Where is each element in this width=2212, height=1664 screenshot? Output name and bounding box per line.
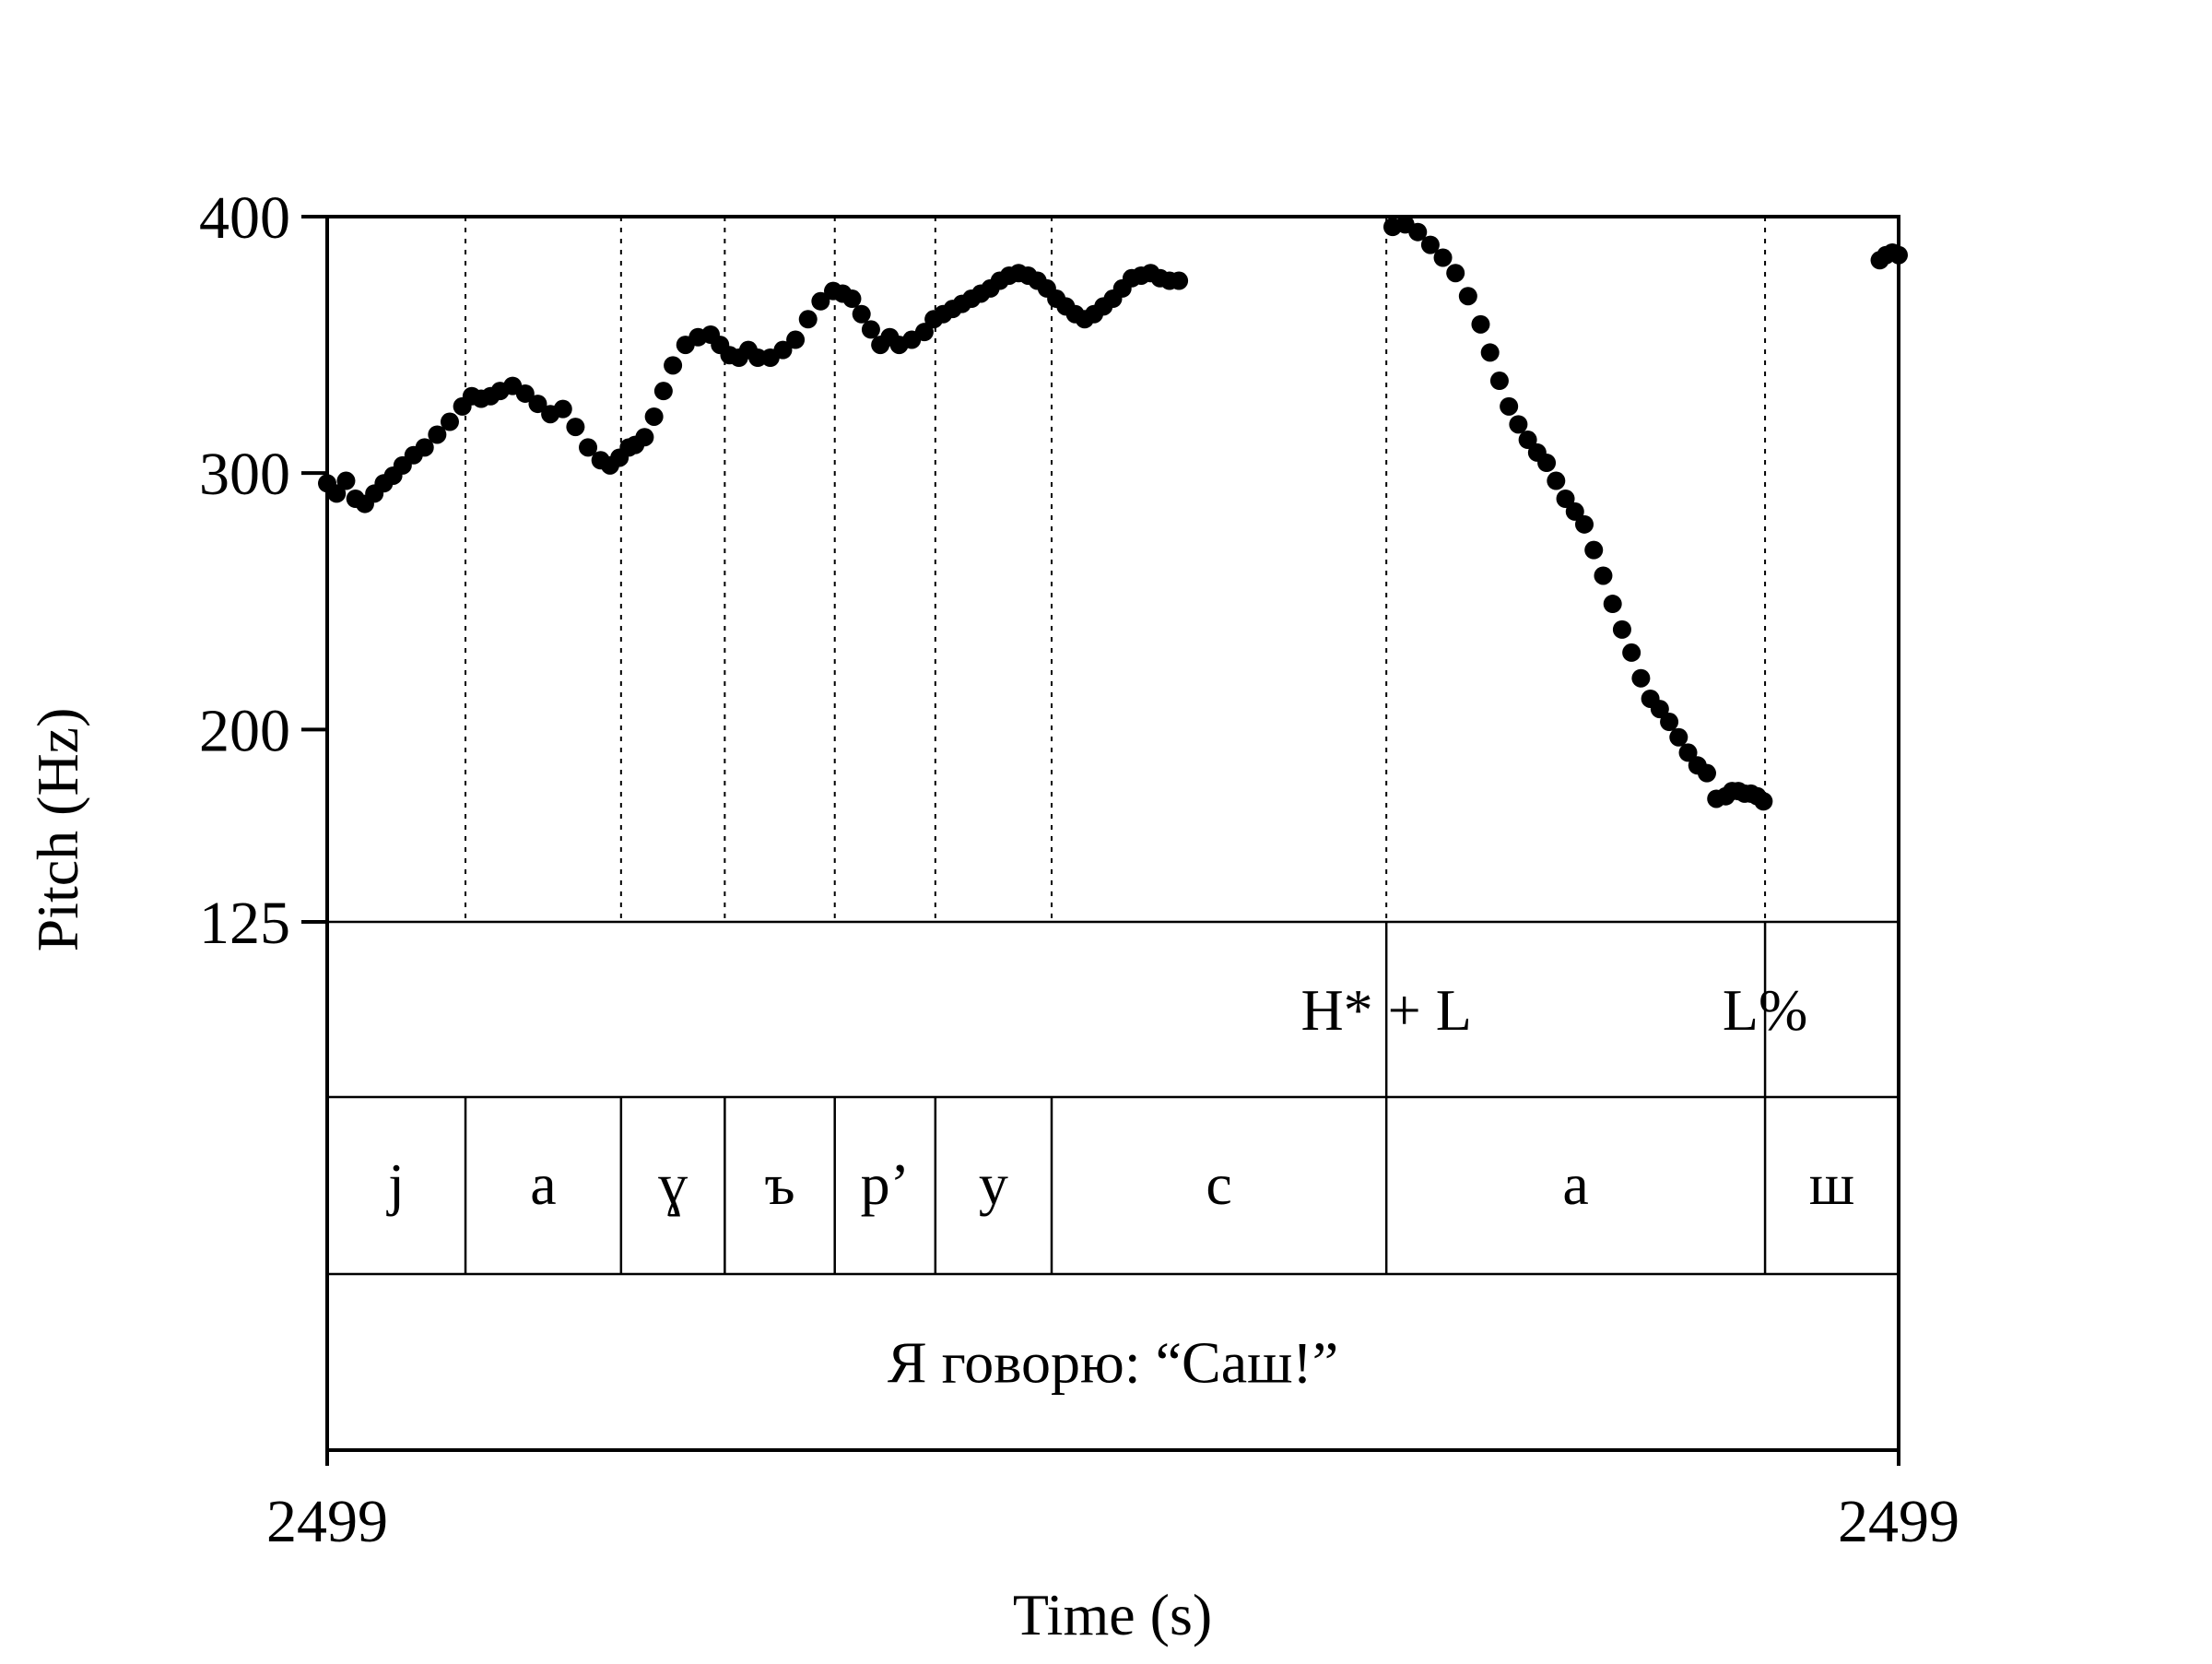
pitch-point [1518,431,1537,450]
pitch-point [644,407,664,426]
segment-label-3: ъ [764,1151,794,1217]
pitch-point [428,425,447,444]
pitch-point [811,291,830,311]
pitch-point [336,471,356,490]
y-tick-label-200: 200 [199,697,290,764]
pitch-point [842,289,862,309]
pitch-point [1480,343,1500,362]
segment-label-6: с [1206,1151,1231,1217]
pitch-point [664,356,683,375]
plot-frame [325,215,1900,1452]
pitch-point [653,382,673,401]
sentence-label: Я говорю: “Саш!” [888,1330,1338,1396]
pitch-point [1408,222,1428,242]
segment-label-5: у [979,1151,1008,1217]
tone-label-0: H* + L [1300,977,1471,1043]
segment-label-8: ш [1809,1151,1854,1217]
pitch-point [1669,727,1688,747]
pitch-point [528,395,547,414]
pitch-point [1433,248,1453,267]
pitch-point [1754,792,1773,811]
pitch-points [318,215,1908,811]
segment-label-2: ɣ [658,1151,688,1217]
y-tick-label-400: 400 [199,184,290,252]
segment-label-7: а [1562,1151,1588,1217]
pitch-point [327,484,347,503]
plot-border [325,215,1900,1452]
pitch-point [440,412,459,431]
y-tick-label-125: 125 [199,890,290,957]
pitch-point [1170,271,1189,290]
pitch-point [1547,471,1566,490]
segment-label-4: р’ [861,1151,910,1217]
pitch-point [1471,314,1490,334]
y-axis-title: Pitch (Hz) [25,708,90,952]
pitch-point [1594,566,1613,585]
pitch-point [1458,287,1477,306]
pitch-point [1500,396,1519,416]
pitch-point [1556,490,1575,508]
pitch-point [1697,763,1716,783]
pitch-point [798,310,818,329]
pitch-point [1889,245,1908,265]
pitch-point [914,323,934,342]
pitch-point [1650,700,1669,719]
segment-label-1: а [530,1151,556,1217]
pitch-point [1575,514,1594,534]
pitch-point [515,384,535,403]
pitch-point [861,320,880,339]
boundary-lines [465,217,1767,922]
pitch-point [1446,264,1465,283]
pitch-point [1489,372,1509,391]
x-axis-title: Time (s) [1013,1582,1212,1647]
pitch-point [1565,502,1584,521]
pitch-point [1622,643,1641,662]
pitch-point [1631,668,1651,688]
x-tick-label-1: 2499 [1838,1488,1959,1555]
pitch-point [1509,415,1528,434]
pitch-point [635,428,654,447]
pitch-point [786,330,806,349]
pitch-point [553,399,572,419]
pitch-point [579,438,598,457]
pitch-point [773,340,793,360]
pitch-point [1678,743,1698,762]
pitch-point [1420,235,1440,254]
tone-label-1: L% [1723,977,1807,1043]
segment-label-0: j [386,1151,405,1217]
annotation-tiers: H* + L L% j а ɣ ъ р’ у с а ш Я говорю: “Саш!” [386,922,1854,1396]
axes: Time (s) Pitch (Hz) 125 200 300 400 2499 2499 [25,184,1959,1647]
pitch-point [415,438,434,457]
pitch-point [1660,713,1679,732]
pitch-point [852,304,871,324]
y-tick-label-300: 300 [199,441,290,508]
x-tick-label-0: 2499 [266,1488,388,1555]
pitch-point [1584,540,1604,560]
pitch-point [1537,454,1557,473]
pitch-point [566,418,585,437]
pitch-point [1603,595,1622,614]
pitch-point [1612,620,1631,639]
